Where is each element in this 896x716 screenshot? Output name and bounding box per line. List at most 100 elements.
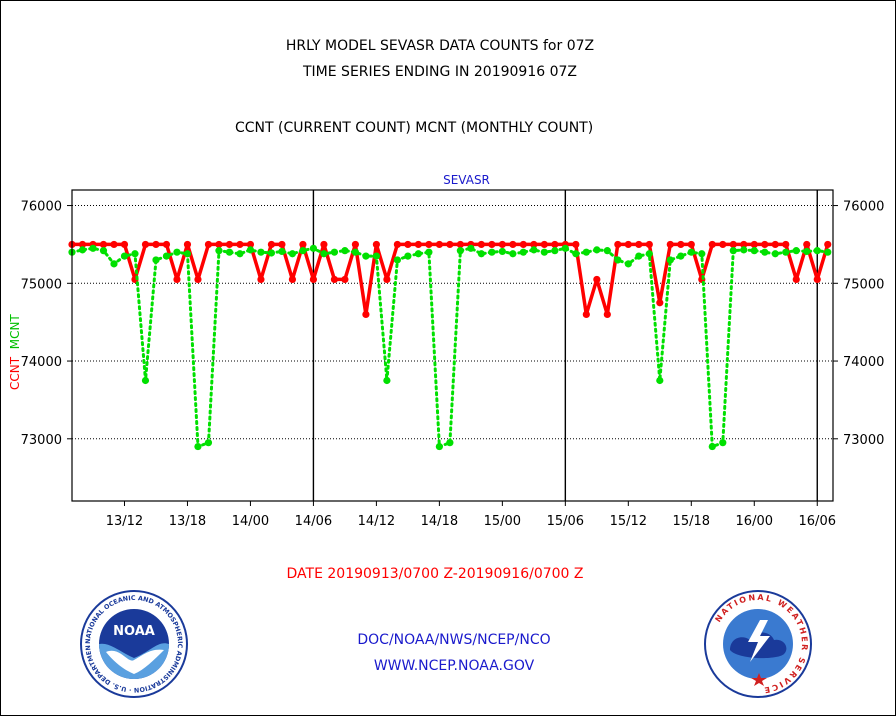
data-point-mcnt (341, 247, 349, 255)
data-point-ccnt (110, 240, 118, 249)
data-point-ccnt (509, 240, 517, 249)
data-point-mcnt (677, 252, 685, 260)
data-point-ccnt (666, 240, 674, 249)
x-tick-label: 15/00 (484, 514, 521, 529)
data-point-ccnt (782, 240, 790, 249)
data-point-mcnt (666, 256, 674, 264)
data-point-ccnt (729, 240, 737, 249)
y-tick-label-right: 74000 (843, 355, 884, 370)
data-point-mcnt (498, 247, 506, 256)
data-point-mcnt (425, 248, 433, 256)
data-point-mcnt (761, 248, 769, 256)
data-point-ccnt (425, 240, 433, 249)
data-point-mcnt (645, 250, 653, 258)
data-point-mcnt (435, 442, 443, 451)
data-point-ccnt (162, 240, 171, 249)
data-point-ccnt (414, 240, 422, 249)
data-point-ccnt (372, 240, 380, 249)
data-point-mcnt (467, 244, 475, 252)
data-point-ccnt (792, 275, 800, 284)
noaa-center-text: NOAA (113, 624, 155, 639)
data-point-mcnt (803, 247, 811, 256)
data-point-mcnt (278, 247, 286, 256)
data-point-mcnt (530, 246, 538, 254)
data-point-mcnt (572, 250, 580, 258)
data-point-mcnt (792, 247, 800, 255)
data-point-mcnt (351, 248, 360, 256)
org-label: DOC/NOAA/NWS/NCEP/NCO (357, 632, 551, 648)
data-point-mcnt (750, 247, 758, 255)
data-point-ccnt (498, 240, 506, 249)
y-axis-label-ccnt: CCNT (8, 356, 22, 390)
data-point-ccnt (257, 275, 265, 284)
data-point-mcnt (446, 439, 454, 447)
data-point-ccnt (78, 240, 87, 249)
x-tick-label: 15/18 (673, 514, 710, 529)
data-point-mcnt (299, 247, 307, 255)
data-point-mcnt (257, 248, 265, 256)
data-point-mcnt (603, 247, 611, 255)
data-point-ccnt (215, 240, 223, 249)
data-point-mcnt (288, 250, 297, 258)
y-axis-label: CCNT MCNT (8, 314, 22, 390)
data-point-mcnt (162, 252, 171, 260)
data-point-ccnt (330, 275, 339, 284)
data-point-mcnt (173, 248, 181, 256)
data-point-mcnt (372, 252, 380, 260)
data-point-mcnt (362, 252, 370, 260)
data-point-mcnt (204, 439, 213, 447)
data-point-ccnt (677, 240, 685, 249)
data-point-ccnt (708, 240, 716, 249)
data-point-mcnt (519, 248, 527, 256)
data-point-ccnt (194, 275, 202, 284)
data-point-mcnt (477, 250, 485, 258)
data-point-ccnt (803, 240, 811, 249)
x-tick-label: 14/18 (421, 514, 458, 529)
data-point-mcnt (782, 248, 790, 256)
data-point-mcnt (404, 252, 412, 260)
data-point-mcnt (824, 248, 832, 256)
data-point-ccnt (813, 275, 821, 284)
y-tick-label: 75000 (21, 277, 62, 292)
data-point-mcnt (509, 250, 517, 258)
data-point-mcnt (246, 246, 255, 254)
data-point-ccnt (614, 240, 622, 249)
data-point-mcnt (561, 244, 569, 252)
data-point-ccnt (236, 240, 244, 249)
data-point-ccnt (225, 240, 234, 249)
noaa-logo: NATIONAL OCEANIC AND ATMOSPHERIC ADMINIS… (80, 590, 188, 698)
y-tick-label: 73000 (21, 433, 62, 448)
x-tick-label: 15/06 (547, 514, 584, 529)
y-tick-label-right: 73000 (843, 433, 884, 448)
data-point-mcnt (131, 250, 139, 258)
x-tick-label: 14/12 (358, 514, 395, 529)
data-point-mcnt (771, 250, 779, 258)
data-point-mcnt (635, 252, 643, 260)
data-point-mcnt (624, 260, 632, 268)
data-point-ccnt (309, 275, 318, 284)
data-point-ccnt (771, 240, 779, 249)
data-point-mcnt (194, 442, 202, 451)
x-tick-label: 14/06 (295, 514, 332, 529)
data-point-ccnt (530, 240, 538, 249)
x-tick-label: 15/12 (610, 514, 647, 529)
data-point-ccnt (341, 275, 349, 284)
data-point-ccnt (540, 240, 548, 249)
data-point-mcnt (215, 247, 223, 255)
plot-label: SEVASR (443, 173, 490, 187)
data-point-ccnt (446, 240, 454, 249)
plot-border (71, 189, 834, 502)
data-point-mcnt (540, 248, 548, 256)
data-point-ccnt (288, 275, 297, 284)
x-tick-label: 13/12 (106, 514, 143, 529)
data-point-ccnt (719, 240, 727, 249)
x-tick-label: 16/00 (736, 514, 773, 529)
date-range-label: DATE 20190913/0700 Z-20190916/0700 Z (286, 566, 584, 582)
x-tick-label: 14/00 (232, 514, 269, 529)
data-point-ccnt (740, 240, 748, 249)
y-axis-label-mcnt: MCNT (8, 314, 22, 350)
chart-title: HRLY MODEL SEVASR DATA COUNTS for 07Z (285, 38, 595, 54)
series-line-mcnt (70, 246, 830, 449)
data-point-mcnt (152, 256, 160, 264)
y-tick-label: 76000 (21, 200, 62, 215)
